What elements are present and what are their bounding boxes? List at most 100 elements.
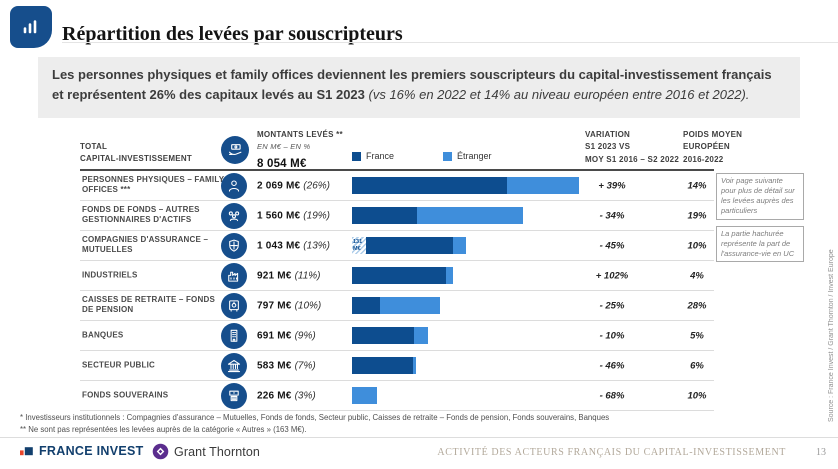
variation-header: VARIATION S1 2023 VS MOY S1 2016 – S2 20… bbox=[585, 130, 680, 164]
amount-cell: 1 043 M€ (13%) bbox=[257, 240, 330, 251]
poids-value: 5% bbox=[690, 330, 704, 341]
table-row: FONDS SOUVERAINS 226 M€ (3%) - 68% 10% bbox=[80, 381, 714, 411]
bar-segment-france bbox=[352, 267, 446, 284]
table-row: FONDS DE FONDS – AUTRES GESTIONNAIRES D'… bbox=[80, 201, 714, 231]
footer-divider bbox=[0, 437, 838, 438]
footnote-1: * Investisseurs institutionnels : Compag… bbox=[20, 413, 610, 422]
note-particuliers: Voir page suivante pour plus de détail s… bbox=[716, 173, 804, 220]
bar-segment-etranger bbox=[352, 387, 377, 404]
tower-icon bbox=[221, 322, 247, 349]
intro-bold-text: Les personnes physiques et family office… bbox=[52, 67, 772, 102]
grant-thornton-logo: Grant Thornton bbox=[152, 443, 260, 460]
cash-icon bbox=[221, 382, 247, 409]
bar-segment-etranger bbox=[507, 177, 579, 194]
hand-money-icon bbox=[221, 136, 249, 164]
france-invest-logo: FRANCE INVEST bbox=[20, 444, 144, 458]
bar-segment-etranger bbox=[380, 297, 440, 314]
amount-percent: (13%) bbox=[303, 240, 330, 251]
montants-header: MONTANTS LEVÉS ** EN M€ – EN % 8 054 M€ bbox=[257, 129, 343, 174]
row-label: FONDS DE FONDS – AUTRES GESTIONNAIRES D'… bbox=[82, 204, 200, 225]
amount-cell: 691 M€ (9%) bbox=[257, 330, 316, 341]
grant-thornton-mark-icon bbox=[152, 443, 169, 460]
poids-value: 10% bbox=[687, 390, 707, 401]
poids-value: 10% bbox=[687, 240, 707, 251]
page-number: 13 bbox=[816, 447, 826, 458]
variation-value: - 25% bbox=[599, 300, 625, 311]
amount-percent: (11%) bbox=[294, 270, 321, 281]
amount-percent: (7%) bbox=[294, 360, 316, 371]
amount-cell: 583 M€ (7%) bbox=[257, 360, 316, 371]
bar-segment-france bbox=[352, 177, 507, 194]
row-label: COMPAGNIES D'ASSURANCE – MUTUELLES bbox=[82, 234, 209, 255]
montants-total: 8 054 M€ bbox=[257, 158, 307, 171]
row-label: BANQUES bbox=[82, 330, 124, 340]
table-row: CAISSES DE RETRAITE – FONDS DE PENSION 79… bbox=[80, 291, 714, 321]
stacked-bar bbox=[352, 357, 416, 374]
stacked-bar bbox=[352, 267, 453, 284]
amount-cell: 2 069 M€ (26%) bbox=[257, 180, 330, 191]
amount-cell: 1 560 M€ (19%) bbox=[257, 210, 330, 221]
bar-segment-etranger bbox=[446, 267, 453, 284]
page-title: Répartition des levées par souscripteurs bbox=[62, 23, 403, 46]
poids-value: 28% bbox=[687, 300, 707, 311]
stacked-bar bbox=[352, 177, 579, 194]
poids-value: 4% bbox=[690, 270, 704, 281]
poids-value: 6% bbox=[690, 360, 704, 371]
bar-segment-france bbox=[352, 297, 380, 314]
bank-icon bbox=[221, 352, 247, 379]
amount-value: 691 M€ bbox=[257, 330, 292, 341]
poids-value: 14% bbox=[687, 180, 707, 191]
table-row: BANQUES 691 M€ (9%) - 10% 5% bbox=[80, 321, 714, 351]
row-label: CAISSES DE RETRAITE – FONDS DE PENSION bbox=[82, 294, 215, 315]
table-header-divider bbox=[80, 169, 714, 171]
amount-percent: (10%) bbox=[294, 300, 322, 311]
variation-value: - 46% bbox=[599, 360, 625, 371]
amount-value: 2 069 M€ bbox=[257, 180, 301, 191]
table-rows: PERSONNES PHYSIQUES – FAMILY OFFICES ***… bbox=[80, 171, 714, 411]
row-label: PERSONNES PHYSIQUES – FAMILY OFFICES *** bbox=[82, 174, 225, 195]
amount-cell: 921 M€ (11%) bbox=[257, 270, 321, 281]
variation-value: - 10% bbox=[599, 330, 625, 341]
group-icon bbox=[221, 202, 247, 229]
variation-value: + 102% bbox=[595, 270, 629, 281]
hatch-label: 131 bbox=[353, 239, 363, 246]
factory-icon bbox=[221, 262, 247, 289]
poids-header: POIDS MOYEN EUROPÉEN 2016-2022 bbox=[683, 130, 743, 164]
bar-segment-etranger bbox=[417, 207, 523, 224]
legend-etranger: Étranger bbox=[443, 151, 492, 161]
amount-value: 921 M€ bbox=[257, 270, 292, 281]
table-row: COMPAGNIES D'ASSURANCE – MUTUELLES 1 043 … bbox=[80, 231, 714, 261]
amount-value: 226 M€ bbox=[257, 390, 292, 401]
stacked-bar bbox=[352, 387, 377, 404]
amount-percent: (19%) bbox=[303, 210, 330, 221]
bar-chart-icon bbox=[10, 6, 52, 48]
stacked-bar bbox=[352, 297, 440, 314]
shield-icon bbox=[221, 232, 247, 259]
variation-value: - 34% bbox=[599, 210, 625, 221]
poids-value: 19% bbox=[687, 210, 707, 221]
bar-segment-france bbox=[352, 357, 413, 374]
legend-france: France bbox=[352, 151, 394, 161]
bar-segment-etranger bbox=[414, 327, 428, 344]
amount-value: 1 043 M€ bbox=[257, 240, 301, 251]
footer-caption: ACTIVITÉ DES ACTEURS FRANÇAIS DU CAPITAL… bbox=[437, 447, 786, 458]
amount-value: 583 M€ bbox=[257, 360, 292, 371]
safe-icon bbox=[221, 292, 247, 319]
variation-value: - 45% bbox=[599, 240, 625, 251]
row-label: FONDS SOUVERAINS bbox=[82, 390, 169, 400]
bar-segment-etranger bbox=[413, 357, 416, 374]
amount-percent: (3%) bbox=[294, 390, 316, 401]
stacked-bar bbox=[352, 327, 428, 344]
footnote-2: ** Ne sont pas représentées les levées a… bbox=[20, 425, 307, 435]
bar-segment-france bbox=[366, 237, 453, 254]
variation-value: - 68% bbox=[599, 390, 625, 401]
amount-value: 1 560 M€ bbox=[257, 210, 301, 221]
france-invest-mark-icon bbox=[20, 446, 33, 455]
bar-segment-france bbox=[352, 207, 417, 224]
stacked-bar bbox=[352, 207, 523, 224]
etranger-swatch bbox=[443, 151, 452, 161]
bar-segment-etranger bbox=[453, 237, 466, 254]
footnotes: * Investisseurs institutionnels : Compag… bbox=[20, 412, 800, 436]
intro-box: Les personnes physiques et family office… bbox=[38, 57, 800, 118]
